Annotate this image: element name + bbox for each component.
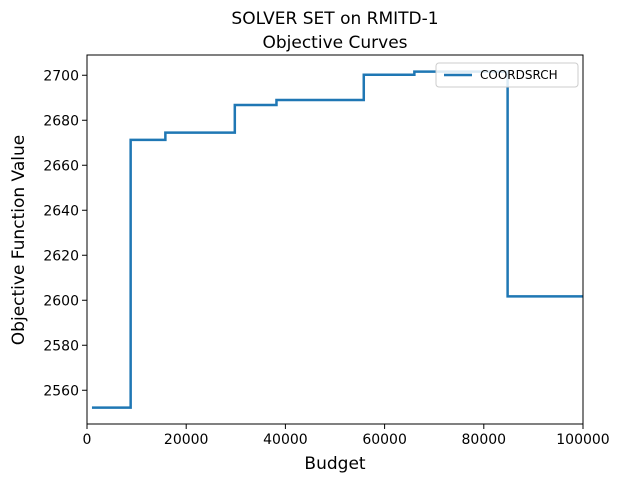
- y-tick-label: 2640: [43, 203, 79, 219]
- legend-box: [435, 62, 579, 88]
- x-axis: 0 20000 40000 60000 80000 100000: [83, 424, 610, 448]
- y-tick-label: 2560: [43, 383, 79, 399]
- y-tick-label: 2580: [43, 338, 79, 354]
- legend: COORDSRCH: [435, 62, 579, 88]
- chart-title: SOLVER SET on RMITD-1: [231, 9, 438, 29]
- x-tick-label: 80000: [462, 432, 507, 448]
- series-line-coordsrch: [91, 70, 583, 409]
- x-tick-label: 40000: [263, 432, 308, 448]
- plot-area: [91, 70, 583, 409]
- legend-label: COORDSRCH: [480, 68, 558, 82]
- x-tick-label: 100000: [556, 432, 609, 448]
- y-tick-label: 2680: [43, 113, 79, 129]
- x-tick-label: 20000: [164, 432, 209, 448]
- x-axis-label: Budget: [304, 454, 365, 474]
- x-tick-label: 60000: [362, 432, 407, 448]
- y-tick-label: 2700: [43, 68, 79, 84]
- y-tick-label: 2660: [43, 158, 79, 174]
- y-tick-label: 2620: [43, 248, 79, 264]
- y-tick-label: 2600: [43, 293, 79, 309]
- plot-frame: [86, 54, 584, 425]
- chart-subtitle: Objective Curves: [262, 33, 407, 53]
- x-tick-label: 0: [83, 432, 92, 448]
- y-axis-label: Objective Function Value: [9, 135, 29, 345]
- y-axis: 2560 2580 2600 2620 2640 2660 2680 2700: [43, 68, 87, 399]
